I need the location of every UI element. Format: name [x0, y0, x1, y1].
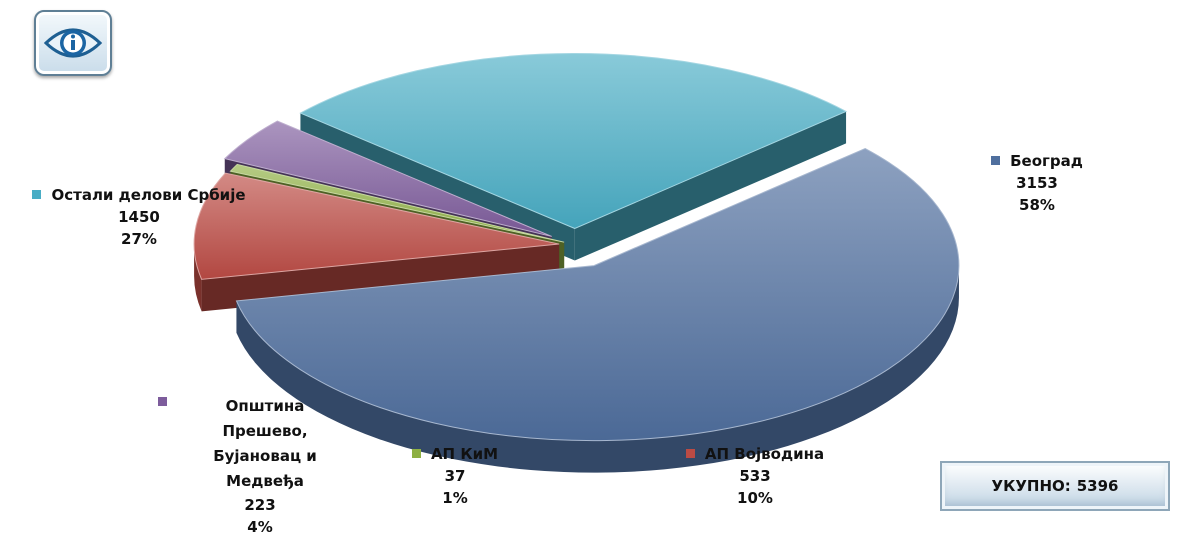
legend-swatch-ostali	[32, 190, 41, 199]
percent-label-opstina: 4%	[150, 516, 370, 538]
legend-swatch-beograd	[991, 156, 1000, 165]
total-box: УКУПНО: 5396	[940, 461, 1170, 511]
slice-label-ostali: Остали делови Србије 1450 27%	[14, 184, 264, 250]
value-label-vojvodina: 533	[660, 465, 850, 487]
total-value: 5396	[1077, 477, 1119, 495]
percent-label-kim: 1%	[380, 487, 530, 509]
legend-swatch-opstina	[158, 397, 167, 406]
legend-swatch-kim	[412, 449, 421, 458]
percent-label-vojvodina: 10%	[660, 487, 850, 509]
value-label-opstina: 223	[150, 494, 370, 516]
legend-swatch-vojvodina	[686, 449, 695, 458]
chart-stage: Београд 3153 58% Остали делови Србије 14…	[0, 0, 1178, 522]
total-label: УКУПНО:	[992, 477, 1071, 495]
value-label-kim: 37	[380, 465, 530, 487]
slice-label-kim: АП КиМ 37 1%	[380, 443, 530, 509]
slice-label-opstina: Општина Прешево, Бујановац и Медвеђа 223…	[150, 391, 370, 538]
value-label-ostali: 1450	[14, 206, 264, 228]
slice-name-opstina: Општина Прешево, Бујановац и Медвеђа	[150, 391, 370, 494]
slice-label-beograd: Београд 3153 58%	[972, 150, 1102, 216]
percent-label-beograd: 58%	[972, 194, 1102, 216]
percent-label-ostali: 27%	[14, 228, 264, 250]
value-label-beograd: 3153	[972, 172, 1102, 194]
slice-label-vojvodina: АП Војводина 533 10%	[660, 443, 850, 509]
